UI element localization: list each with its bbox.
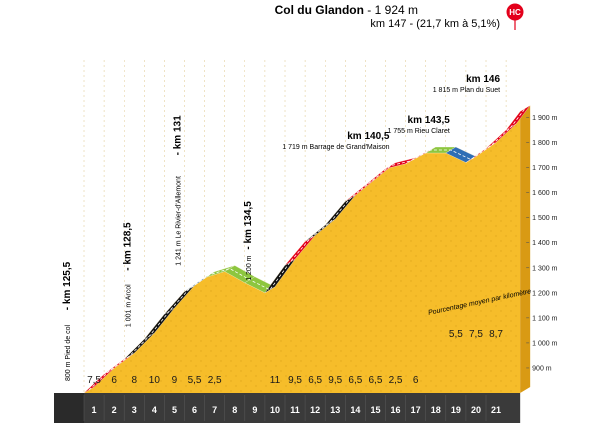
gradient-value: 6 <box>111 375 117 386</box>
y-tick-label: 1 600 m <box>532 190 557 197</box>
waypoint-name: 1 755 m Rieu Claret <box>388 128 450 135</box>
gradient-labels: 7,5 6 8 10 9 5,5 2,5 11 9,5 6,5 9,5 6,5 6,5 2,5 6 5,5 7,… <box>87 329 503 386</box>
y-tick-label: 1 000 m <box>532 340 557 347</box>
y-tick-label: 1 400 m <box>532 240 557 247</box>
svg-text:Col du Glandon - 1 924 m: Col du Glandon - 1 924 m <box>275 3 418 17</box>
gradient-value: 11 <box>270 375 281 386</box>
gradient-value: 8 <box>131 375 137 386</box>
km-number: 9 <box>252 405 257 415</box>
km-number: 16 <box>391 405 401 415</box>
waypoint-km: - km 131 <box>173 115 184 155</box>
road-centerline <box>88 108 526 391</box>
km-number: 11 <box>290 405 300 415</box>
altitude-axis: 900 m 1 000 m 1 100 m 1 200 m 1 300 m 1 400 m… <box>526 115 558 372</box>
profile-area <box>84 105 531 394</box>
km-number: 2 <box>112 405 117 415</box>
waypoint-km: - km 128,5 <box>122 222 133 271</box>
climb-altitude: - 1 924 m <box>364 3 418 17</box>
gradient-ridge <box>83 105 531 394</box>
km-number: 13 <box>330 405 340 415</box>
waypoint-label: 1 241 m Le Rivier-d'Allemont - km 131 <box>173 115 184 266</box>
gradient-value: 9,5 <box>288 375 302 386</box>
gradient-value: 8,7 <box>489 329 503 340</box>
gradient-value: 5,5 <box>188 375 202 386</box>
gradient-value: 6,5 <box>308 375 322 386</box>
gradient-value: 2,5 <box>389 375 403 386</box>
km-number: 15 <box>370 405 380 415</box>
km-number: 21 <box>491 405 501 415</box>
gradient-value: 7,5 <box>87 375 101 386</box>
km-number: 17 <box>411 405 421 415</box>
profile-right-face <box>520 105 531 394</box>
gradient-value: 9,5 <box>328 375 342 386</box>
gradient-value: 10 <box>149 375 161 386</box>
waypoint-name: 1 200 m <box>246 255 253 280</box>
y-tick-label: 1 100 m <box>532 315 557 322</box>
y-tick-label: 1 700 m <box>532 165 557 172</box>
gradient-value: 2,5 <box>208 375 222 386</box>
waypoint-km: - km 125,5 <box>62 261 73 310</box>
km-number: 19 <box>451 405 461 415</box>
y-tick-label: 900 m <box>532 365 552 372</box>
km-number: 1 <box>92 405 97 415</box>
waypoint-km: km 143,5 <box>408 115 451 126</box>
waypoint-name: 1 001 m Arcol <box>125 284 132 327</box>
gradient-value: 5,5 <box>449 329 463 340</box>
km-number: 3 <box>132 405 137 415</box>
km-base: 1 2 3 4 5 6 7 8 9 10 11 12 13 14 15 16 17 18 19 20 21 <box>54 393 521 423</box>
waypoint-label: 1 200 m - km 134,5 <box>243 201 254 281</box>
km-number: 7 <box>212 405 217 415</box>
waypoint-name: 1 815 m Plan du Suet <box>433 87 500 94</box>
waypoint-labels: 800 m Pied de col - km 125,5 1 001 m Arcol… <box>62 74 500 381</box>
climb-subtitle: km 147 - (21,7 km à 5,1%) <box>370 18 500 30</box>
km-number: 12 <box>310 405 320 415</box>
km-number: 5 <box>172 405 177 415</box>
y-tick-label: 1 300 m <box>532 265 557 272</box>
km-number: 8 <box>232 405 237 415</box>
hc-category-icon: HC <box>506 3 524 30</box>
base-block <box>54 393 521 423</box>
waypoint-name: 800 m Pied de col <box>65 325 72 381</box>
km-number: 6 <box>192 405 197 415</box>
waypoint-label: 1 001 m Arcol - km 128,5 <box>122 222 133 327</box>
waypoint-name: 1 241 m Le Rivier-d'Allemont <box>176 176 183 266</box>
waypoint-name: 1 719 m Barrage de Grand'Maison <box>282 144 389 151</box>
waypoint-km: - km 134,5 <box>243 201 254 250</box>
km-number: 10 <box>270 405 280 415</box>
gradient-value: 6,5 <box>348 375 362 386</box>
km-number: 4 <box>152 405 157 415</box>
base-left-face <box>54 393 84 423</box>
profile-texture <box>84 111 521 394</box>
waypoint-km: km 146 <box>466 74 500 85</box>
y-tick-label: 1 900 m <box>532 115 557 122</box>
waypoint-label: 800 m Pied de col - km 125,5 <box>62 261 73 381</box>
climb-title: Col du Glandon <box>275 3 364 17</box>
hc-badge-text: HC <box>509 8 521 17</box>
gradient-value: 9 <box>172 375 178 386</box>
waypoint-km: km 140,5 <box>347 131 390 142</box>
gradient-value: 7,5 <box>469 329 483 340</box>
km-number: 14 <box>350 405 360 415</box>
y-tick-label: 1 200 m <box>532 290 557 297</box>
gradient-value: 6,5 <box>368 375 382 386</box>
km-number: 18 <box>431 405 441 415</box>
y-tick-label: 1 500 m <box>532 215 557 222</box>
gradient-value: 6 <box>413 375 419 386</box>
title-block: Col du Glandon - 1 924 m km 147 - (21,7 … <box>275 3 524 30</box>
km-number: 20 <box>471 405 481 415</box>
y-tick-label: 1 800 m <box>532 140 557 147</box>
